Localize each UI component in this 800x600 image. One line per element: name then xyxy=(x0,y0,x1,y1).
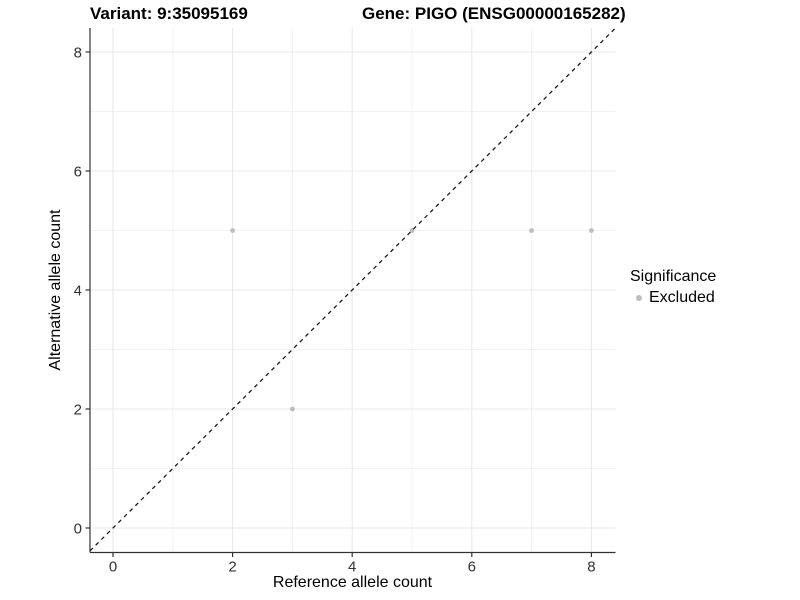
data-point xyxy=(409,228,415,233)
legend-item-label: Excluded xyxy=(649,289,715,306)
legend-items: Excluded xyxy=(630,289,716,307)
data-point xyxy=(290,406,295,412)
identity-line xyxy=(89,27,616,552)
data-point xyxy=(230,228,236,233)
x-tick-label: 8 xyxy=(587,559,595,576)
y-tick-label: 8 xyxy=(74,45,82,62)
legend-point-icon xyxy=(635,295,642,301)
x-axis-title: Reference allele count xyxy=(272,574,433,591)
x-tick-label: 4 xyxy=(348,559,356,576)
plot-title-gene: Gene: PIGO (ENSG00000165282) xyxy=(362,4,626,23)
legend-item: Excluded xyxy=(630,289,716,307)
plot-title-variant: Variant: 9:35095169 xyxy=(90,4,248,23)
legend: Significance Excluded xyxy=(630,268,716,307)
y-tick-label: 2 xyxy=(74,402,82,419)
x-tick-label: 0 xyxy=(109,559,117,576)
y-tick-label: 6 xyxy=(74,164,82,181)
data-point xyxy=(529,228,534,233)
x-tick-label: 2 xyxy=(228,559,236,576)
data-point xyxy=(589,228,594,233)
legend-key xyxy=(630,290,647,307)
legend-title: Significance xyxy=(630,268,717,285)
y-tick-label: 4 xyxy=(74,283,82,300)
x-tick-label: 6 xyxy=(468,559,476,576)
y-axis-title: Alternative allele count xyxy=(47,209,64,371)
y-tick-label: 0 xyxy=(74,521,82,538)
